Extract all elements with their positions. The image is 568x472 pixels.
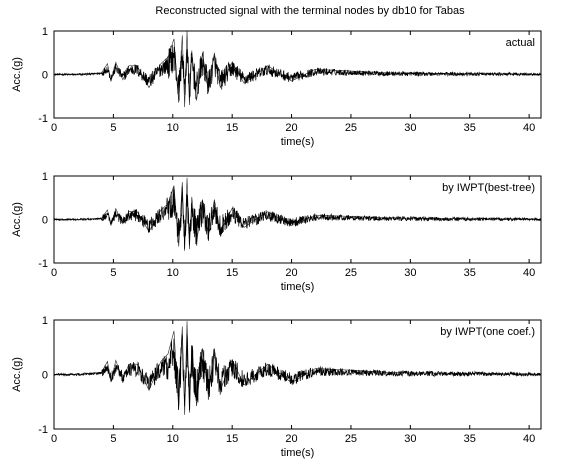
x-tick-label: 35 (464, 433, 476, 445)
x-axis-label: time(s) (281, 447, 315, 459)
signal-peaks (54, 321, 542, 415)
signal-peaks (54, 30, 542, 108)
x-tick-label: 20 (285, 122, 297, 134)
x-tick-label: 5 (110, 122, 116, 134)
x-tick-label: 25 (345, 122, 357, 134)
x-axis-label: time(s) (281, 136, 315, 148)
x-tick-label: 25 (345, 433, 357, 445)
figure-title: Reconstructed signal with the terminal n… (155, 5, 465, 17)
x-tick-label: 35 (464, 267, 476, 279)
x-tick-label: 10 (167, 433, 179, 445)
x-tick-label: 0 (51, 267, 57, 279)
y-tick-label: 0 (42, 215, 48, 227)
legend-text: by IWPT(one coef.) (440, 326, 535, 338)
signal-peaks (54, 177, 542, 251)
y-tick-label: -1 (38, 258, 48, 270)
x-axis-label: time(s) (281, 281, 315, 293)
y-tick-label: -1 (38, 113, 48, 125)
y-tick-label: 1 (42, 26, 48, 38)
x-tick-label: 0 (51, 122, 57, 134)
x-tick-label: 10 (167, 267, 179, 279)
y-tick-label: 0 (42, 70, 48, 82)
x-tick-label: 20 (285, 433, 297, 445)
legend-text: actual (506, 37, 535, 49)
y-tick-label: 1 (42, 315, 48, 327)
x-tick-label: 10 (167, 122, 179, 134)
x-tick-label: 40 (523, 267, 535, 279)
x-tick-label: 40 (523, 122, 535, 134)
x-tick-label: 5 (110, 433, 116, 445)
y-axis-label: Acc.(g) (11, 202, 23, 237)
chart-panels: 0 5 10 15 20 25 30 35 40-101time(s)Acc.(g)actual… (11, 26, 542, 459)
signal-line (53, 45, 542, 101)
x-tick-label: 30 (404, 122, 416, 134)
x-tick-label: 40 (523, 433, 535, 445)
x-tick-label: 20 (285, 267, 297, 279)
x-tick-label: 15 (226, 267, 238, 279)
x-tick-label: 30 (404, 267, 416, 279)
y-tick-label: -1 (38, 424, 48, 436)
signal-line (53, 186, 542, 249)
legend-text: by IWPT(best-tree) (442, 182, 535, 194)
signal-line (53, 334, 542, 411)
x-tick-label: 15 (226, 122, 238, 134)
x-tick-label: 30 (404, 433, 416, 445)
y-tick-label: 1 (42, 171, 48, 183)
x-tick-label: 5 (110, 267, 116, 279)
x-tick-label: 25 (345, 267, 357, 279)
x-tick-label: 35 (464, 122, 476, 134)
y-tick-label: 0 (42, 370, 48, 382)
y-axis-label: Acc.(g) (11, 357, 23, 392)
x-tick-label: 0 (51, 433, 57, 445)
x-tick-label: 15 (226, 433, 238, 445)
y-axis-label: Acc.(g) (11, 57, 23, 92)
